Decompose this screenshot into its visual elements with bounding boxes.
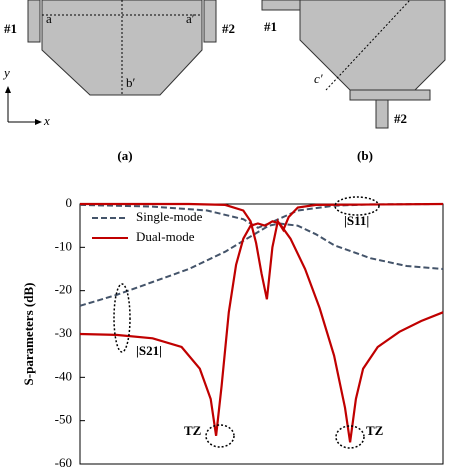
legend-label: Single-mode [136,209,203,224]
annotation-ellipse [205,424,235,448]
annotation: |S21| [136,343,162,358]
port-2-stub [375,99,389,129]
annotation-ellipse [113,283,131,353]
caption: (b) [357,148,373,163]
y-tick-label: 0 [66,195,73,210]
annotation-ellipse [334,196,380,216]
point-label: a′ [186,11,195,26]
annotation-ellipse [335,425,365,449]
annotation: TZ [184,423,202,438]
arrow-head [5,86,11,93]
axis-letter: y [2,65,10,80]
port-1-a [27,0,41,43]
axis-letter: x [43,113,50,128]
y-axis-title: S-parameters (dB) [21,283,36,386]
y-tick-label: -20 [55,282,72,297]
chart: S-parameters (dB) 0 -10 -20 -30 -40 -50 -60 Sin… [21,195,444,470]
port-1-b [261,0,301,11]
port-label: #1 [264,19,277,34]
port-2-b [349,89,431,101]
line-c [325,0,411,91]
resonator-a [41,0,203,96]
port-2-a [203,0,217,43]
point-label: a [46,11,52,26]
annotation: |S11| [344,213,369,228]
series-line [80,202,444,300]
y-tick-label: -30 [55,325,72,340]
legend-label: Dual-mode [136,229,195,244]
port-label: #2 [222,21,235,36]
annotation: TZ [366,423,384,438]
point-label: c′ [314,71,323,86]
y-tick-label: -60 [55,455,72,470]
y-tick-label: -40 [55,368,72,383]
caption: (a) [117,148,132,163]
arrow-head [35,119,42,125]
y-tick-label: -10 [55,238,72,253]
port-label: #2 [394,111,407,126]
plot-frame [79,203,444,465]
port-label: #1 [4,21,17,36]
y-tick-label: -50 [55,412,72,427]
series-line [79,220,444,443]
series-line [79,222,444,307]
point-label: b′ [126,75,136,90]
